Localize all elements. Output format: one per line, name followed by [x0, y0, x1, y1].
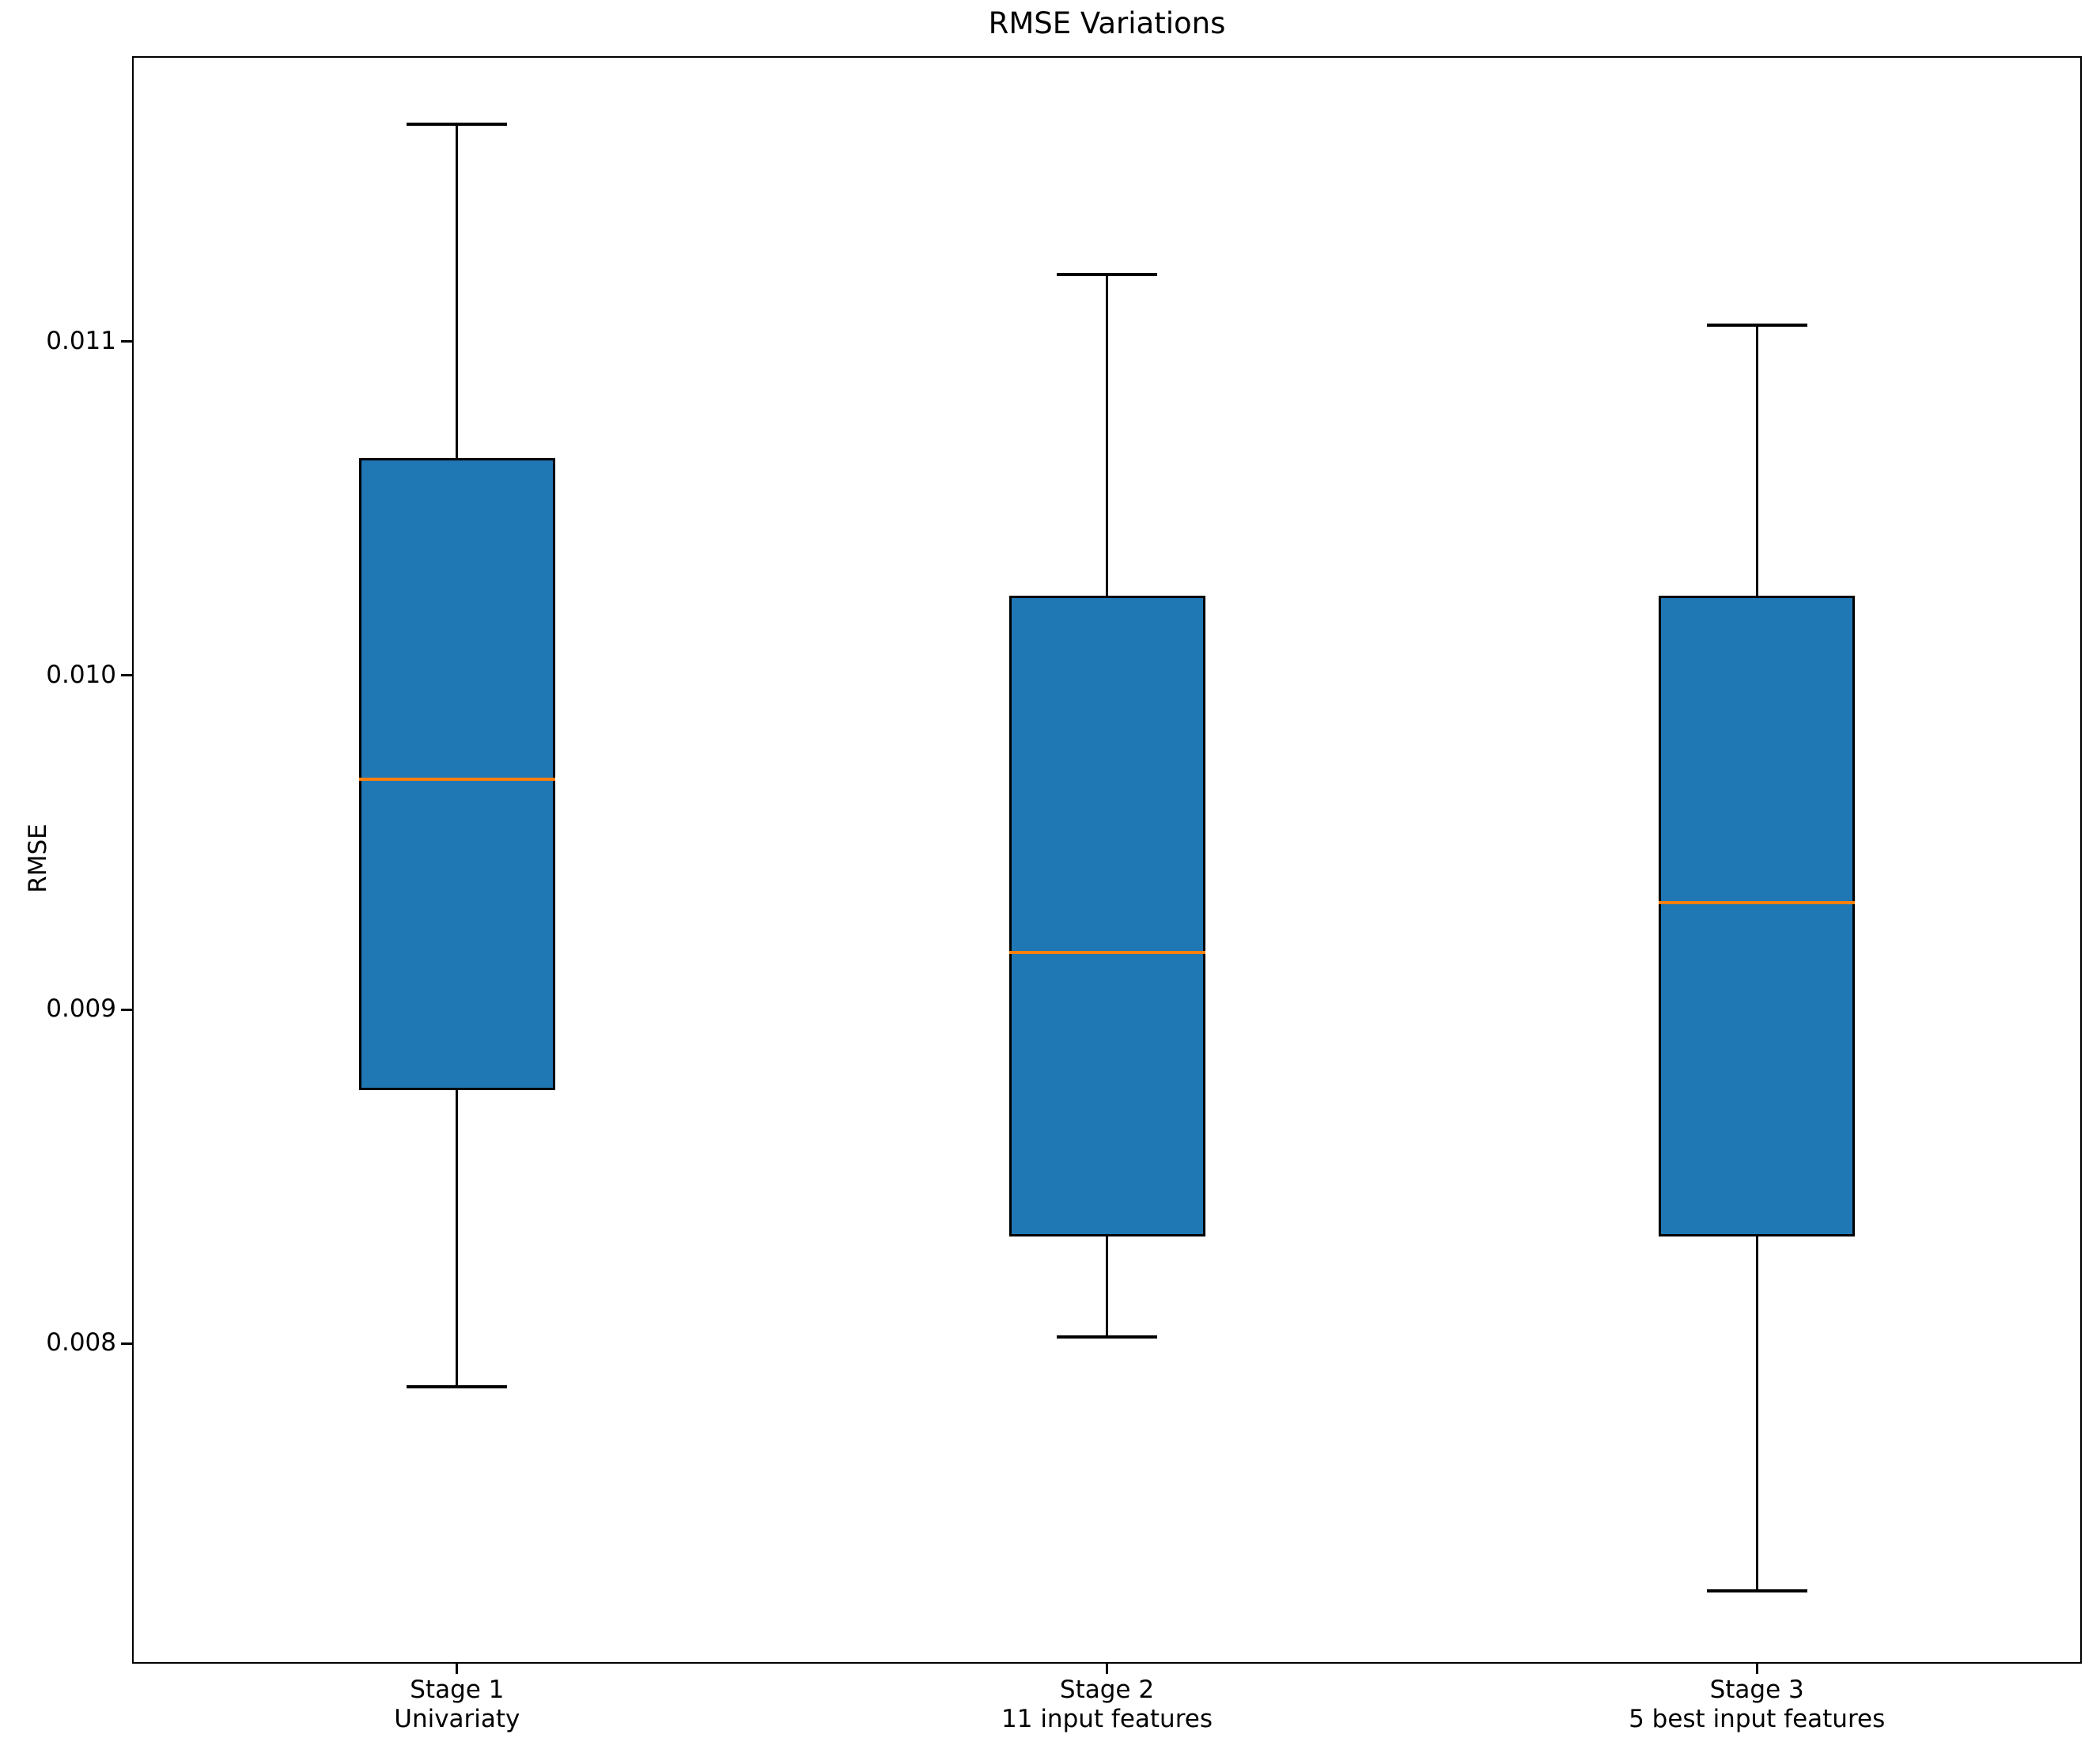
x-tick-label-line2: 5 best input features: [1629, 1705, 1886, 1733]
x-tick-label-line1: Stage 2: [1059, 1676, 1155, 1704]
upper-whisker-cap: [1057, 273, 1157, 277]
y-tick-label: 0.011: [46, 326, 116, 355]
lower-whisker-cap: [1706, 1589, 1807, 1592]
upper-whisker-cap: [407, 123, 508, 127]
y-axis-label: RMSE: [24, 824, 52, 893]
y-tick-mark: [121, 674, 132, 677]
x-tick-label: Stage 2 11 input features: [870, 1676, 1345, 1734]
median-line: [358, 777, 555, 781]
median-line: [1008, 951, 1205, 955]
x-tick-label: Stage 1 Univariaty: [220, 1676, 694, 1734]
x-tick-label-line1: Stage 3: [1709, 1676, 1804, 1704]
lower-whisker-line: [456, 1089, 459, 1388]
iqr-box: [358, 458, 555, 1090]
iqr-box: [1659, 595, 1856, 1237]
chart-title: RMSE Variations: [988, 6, 1226, 40]
lower-whisker-cap: [407, 1385, 508, 1389]
y-tick-mark: [121, 1342, 132, 1345]
y-tick-label: 0.010: [46, 660, 116, 689]
x-tick-mark: [1106, 1664, 1108, 1674]
upper-whisker-line: [456, 124, 459, 459]
x-tick-mark: [1755, 1664, 1758, 1674]
y-tick-label: 0.008: [46, 1328, 116, 1358]
y-tick-label: 0.009: [46, 994, 116, 1024]
lower-whisker-line: [1755, 1236, 1758, 1591]
upper-whisker-cap: [1706, 323, 1807, 327]
x-tick-label-line2: 11 input features: [1001, 1705, 1213, 1733]
iqr-box: [1008, 595, 1205, 1237]
x-tick-label-line2: Univariaty: [394, 1705, 520, 1733]
median-line: [1659, 901, 1856, 905]
y-tick-mark: [121, 1008, 132, 1011]
x-tick-mark: [456, 1664, 459, 1674]
upper-whisker-line: [1106, 275, 1108, 596]
lower-whisker-cap: [1057, 1335, 1157, 1339]
lower-whisker-line: [1106, 1236, 1108, 1337]
y-tick-mark: [121, 340, 132, 343]
upper-whisker-line: [1755, 324, 1758, 596]
x-tick-label-line1: Stage 1: [410, 1676, 505, 1704]
